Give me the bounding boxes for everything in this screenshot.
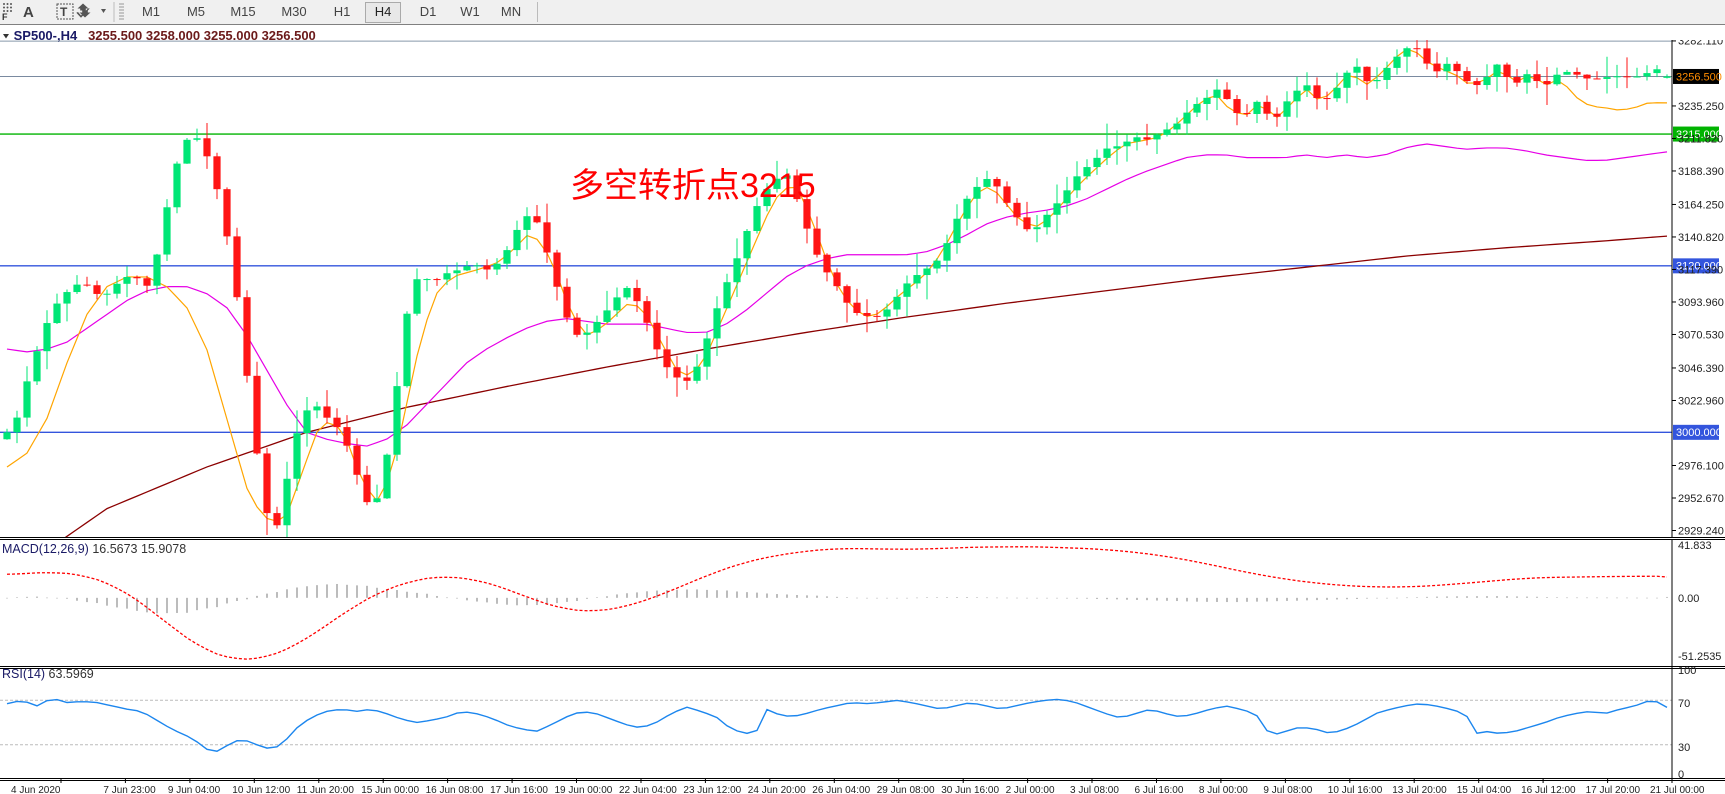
svg-text:3093.960: 3093.960 (1678, 297, 1724, 309)
svg-text:6 Jul 16:00: 6 Jul 16:00 (1135, 785, 1184, 794)
svg-text:22 Jun 04:00: 22 Jun 04:00 (619, 785, 677, 794)
svg-text:3211.820: 3211.820 (1678, 133, 1723, 145)
svg-text:3164.250: 3164.250 (1678, 199, 1724, 211)
svg-text:8 Jul 00:00: 8 Jul 00:00 (1199, 785, 1248, 794)
svg-text:9 Jun 04:00: 9 Jun 04:00 (168, 785, 221, 794)
svg-text:2952.670: 2952.670 (1678, 493, 1724, 505)
svg-text:2976.100: 2976.100 (1678, 460, 1724, 472)
svg-text:3022.960: 3022.960 (1678, 395, 1724, 407)
svg-text:24 Jun 20:00: 24 Jun 20:00 (748, 785, 806, 794)
svg-text:3000.000: 3000.000 (1676, 427, 1722, 439)
svg-text:3282.110: 3282.110 (1678, 40, 1723, 48)
svg-text:A: A (23, 4, 34, 21)
svg-text:19 Jun 00:00: 19 Jun 00:00 (555, 785, 613, 794)
svg-text:23 Jun 12:00: 23 Jun 12:00 (683, 785, 741, 794)
svg-text:T: T (60, 5, 68, 19)
svg-text:F: F (2, 12, 8, 22)
svg-text:15 Jun 00:00: 15 Jun 00:00 (361, 785, 419, 794)
svg-text:2929.240: 2929.240 (1678, 525, 1724, 537)
svg-text:21 Jul 00:00: 21 Jul 00:00 (1650, 785, 1705, 794)
svg-text:4 Jun 2020: 4 Jun 2020 (11, 785, 61, 794)
svg-text:9 Jul 08:00: 9 Jul 08:00 (1263, 785, 1312, 794)
svg-text:10 Jul 16:00: 10 Jul 16:00 (1328, 785, 1383, 794)
svg-text:17 Jun 16:00: 17 Jun 16:00 (490, 785, 548, 794)
svg-text:26 Jun 04:00: 26 Jun 04:00 (812, 785, 870, 794)
svg-text:3188.390: 3188.390 (1678, 166, 1724, 178)
svg-text:16 Jul 12:00: 16 Jul 12:00 (1521, 785, 1576, 794)
svg-text:3 Jul 08:00: 3 Jul 08:00 (1070, 785, 1119, 794)
svg-text:2 Jul 00:00: 2 Jul 00:00 (1006, 785, 1055, 794)
svg-text:16 Jun 08:00: 16 Jun 08:00 (426, 785, 484, 794)
svg-text:3046.390: 3046.390 (1678, 363, 1724, 375)
svg-text:3140.820: 3140.820 (1678, 232, 1724, 244)
svg-text:17 Jul 20:00: 17 Jul 20:00 (1586, 785, 1641, 794)
svg-text:3235.250: 3235.250 (1678, 101, 1724, 113)
svg-text:3070.530: 3070.530 (1678, 329, 1724, 341)
svg-text:29 Jun 08:00: 29 Jun 08:00 (877, 785, 935, 794)
svg-text:13 Jul 20:00: 13 Jul 20:00 (1392, 785, 1447, 794)
svg-text:15 Jul 04:00: 15 Jul 04:00 (1457, 785, 1512, 794)
svg-text:3256.500: 3256.500 (1676, 71, 1722, 83)
svg-text:30 Jun 16:00: 30 Jun 16:00 (941, 785, 999, 794)
svg-text:7 Jun 23:00: 7 Jun 23:00 (103, 785, 156, 794)
svg-text:3117.390: 3117.390 (1678, 264, 1723, 276)
svg-text:10 Jun 12:00: 10 Jun 12:00 (232, 785, 290, 794)
svg-text:11 Jun 20:00: 11 Jun 20:00 (297, 785, 355, 794)
